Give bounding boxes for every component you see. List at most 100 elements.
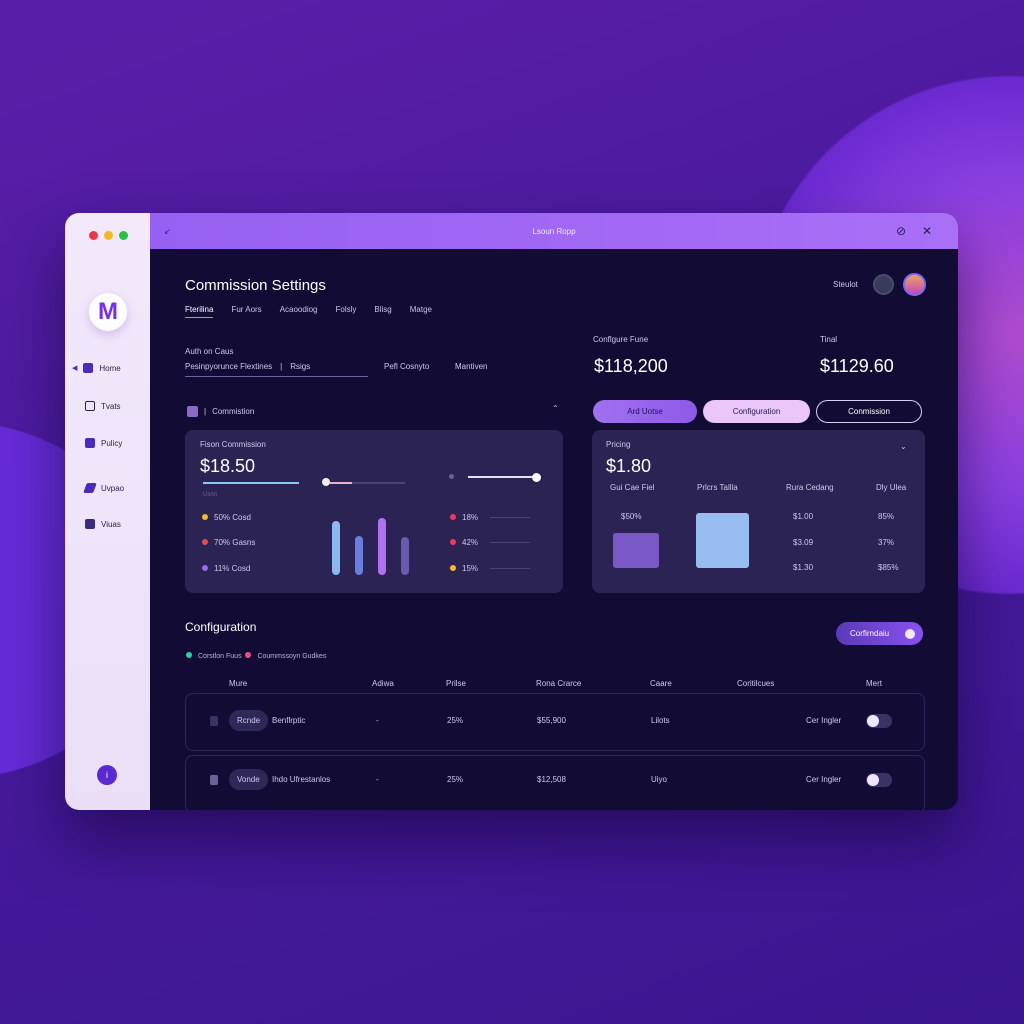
legend-dot	[202, 514, 208, 520]
stat-line	[490, 542, 530, 543]
back-icon[interactable]: ↙	[164, 226, 171, 236]
tab-2[interactable]: Acaoodiog	[279, 305, 318, 314]
separator: |	[204, 407, 207, 416]
sidebar-item-uvpao[interactable]: Uvpao	[83, 483, 124, 493]
filter-option[interactable]: Pefl Cosnyto	[384, 362, 430, 371]
sidebar-item-pulicy[interactable]: Pulicy	[85, 438, 122, 448]
config-legend: Corstlon Fuus Coummssoyn Gudkes	[186, 652, 326, 660]
row-range: $12,508	[537, 775, 566, 784]
separator: |	[280, 362, 283, 371]
row-toggle[interactable]	[866, 773, 892, 787]
close-icon[interactable]: ✕	[921, 224, 932, 238]
column-header: Mert	[866, 679, 882, 688]
page-title: Commission Settings	[185, 277, 326, 294]
tab-0[interactable]: Fterilina	[185, 305, 214, 318]
stat-value: $1129.60	[820, 356, 894, 376]
slider-handle[interactable]	[322, 478, 330, 486]
filter-option[interactable]: Mantiven	[455, 362, 488, 371]
add-value-button[interactable]: Ard Uotse	[593, 400, 697, 423]
column-header: Caare	[650, 679, 672, 688]
stat-value: $118,200	[594, 356, 668, 376]
home-icon	[83, 363, 94, 373]
pricing-cell: $3.09	[793, 538, 814, 547]
legend-dot	[202, 539, 208, 545]
minimize-dot[interactable]	[104, 231, 113, 240]
sidebar-item-home[interactable]: ◀ Home	[72, 363, 121, 373]
column-header: Dly Ulea	[876, 483, 907, 492]
tab-3[interactable]: Folsly	[335, 305, 357, 314]
legend-item: 70% Gasns	[202, 538, 255, 547]
legend-dot	[245, 652, 252, 658]
sidebar-item-label: Pulicy	[101, 438, 123, 448]
sidebar-item-tvats[interactable]: Tvats	[85, 401, 121, 411]
stat-line	[490, 568, 530, 569]
pricing-cell: 37%	[878, 538, 895, 547]
column-header: Rura Cedang	[786, 483, 834, 492]
row-action[interactable]: -	[376, 716, 379, 725]
stat-dot	[450, 565, 456, 571]
table-row: Vonde Ihdo Ufrestanlos - 25% $12,508 Uiy…	[185, 755, 925, 810]
chart-bar	[355, 535, 363, 575]
legend-item: 50% Cosd	[202, 513, 251, 522]
slider-min-icon	[449, 474, 454, 479]
stat-row: 42%	[450, 538, 478, 547]
button-label: Corfirndaiu	[850, 629, 890, 638]
report-icon	[85, 401, 95, 411]
row-action[interactable]: -	[376, 775, 379, 784]
stat-text: 15%	[462, 564, 479, 573]
progress-bar	[203, 482, 299, 484]
pricing-block	[613, 533, 659, 568]
commission-button[interactable]: Conmission	[816, 400, 922, 423]
window-controls	[89, 231, 128, 240]
slider-track[interactable]	[325, 482, 405, 484]
tab-1[interactable]: Fur Aors	[231, 305, 262, 314]
app-window: M ◀ Home Tvats Pulicy Uvpao Viuas i ↙ Lso…	[65, 213, 958, 810]
tab-5[interactable]: Matge	[409, 305, 432, 314]
column-header: Prlcrs Tallla	[697, 483, 738, 492]
pricing-block	[696, 513, 749, 568]
row-care: Lilots	[651, 716, 670, 725]
row-range: $55,900	[537, 716, 566, 725]
column-header: Adiwa	[372, 679, 394, 688]
legend-text: 50% Cosd	[214, 513, 251, 522]
avatar[interactable]	[903, 273, 926, 296]
legend-dot	[186, 652, 192, 658]
commission-icon	[187, 406, 198, 417]
filter-field: Rsigs	[290, 362, 311, 371]
tab-4[interactable]: Blisg	[374, 305, 392, 314]
window-title: Lsoun Ropp	[532, 226, 576, 236]
collapse-icon[interactable]: ⌃	[552, 404, 559, 413]
info-icon[interactable]: i	[97, 765, 117, 785]
maximize-dot[interactable]	[119, 231, 128, 240]
row-checkbox[interactable]	[210, 775, 218, 785]
section-title: Configuration	[185, 620, 257, 634]
legend-text: Corstlon Fuus	[198, 653, 242, 660]
sidebar-item-viuas[interactable]: Viuas	[85, 519, 121, 529]
row-checkbox[interactable]	[210, 716, 218, 726]
tab-bar: Fterilina Fur Aors Acaoodiog Folsly Blis…	[185, 305, 432, 318]
stat-line	[490, 517, 530, 518]
more-icon[interactable]: ⌄	[900, 442, 907, 451]
title-bar: ↙ Lsoun Ropp ⊘ ✕	[150, 213, 958, 249]
chart-bar	[332, 521, 340, 575]
row-toggle[interactable]	[866, 714, 892, 728]
close-dot[interactable]	[89, 231, 98, 240]
legend-dot	[202, 565, 208, 571]
config-toggle-button[interactable]: Corfirndaiu	[836, 622, 923, 645]
slider-track[interactable]	[468, 476, 538, 478]
filter-input[interactable]: Pesinpyorunce Flextines | Rsigs	[185, 362, 368, 377]
sidebar: M ◀ Home Tvats Pulicy Uvpao Viuas i	[65, 213, 150, 810]
row-name: Ihdo Ufrestanlos	[272, 775, 331, 784]
help-icon[interactable]: ⊘	[895, 224, 906, 238]
filter-value: Pesinpyorunce Flextines	[185, 362, 273, 371]
column-header: Prilse	[446, 679, 467, 688]
stat-text: 18%	[462, 513, 479, 522]
slider-fill	[330, 482, 352, 484]
slider-handle[interactable]	[532, 473, 541, 482]
column-header: Gui Cae Fiel	[610, 483, 655, 492]
row-care: Uiyo	[651, 775, 668, 784]
column-header: Mure	[229, 679, 248, 688]
configuration-button[interactable]: Configuration	[703, 400, 810, 423]
image-icon	[85, 519, 95, 529]
avatar[interactable]	[873, 274, 894, 295]
